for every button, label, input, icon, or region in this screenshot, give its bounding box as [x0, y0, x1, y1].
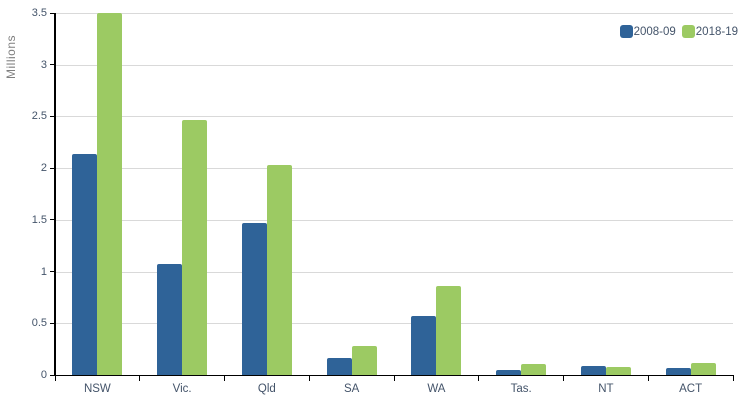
gridline-2 — [55, 168, 733, 170]
bar-Tas.-2008-09 — [496, 369, 522, 375]
x-tick-0 — [54, 375, 56, 381]
y-tick-1.5 — [50, 219, 55, 221]
x-axis-label-ACT: ACT — [679, 383, 703, 395]
gridline-1.5 — [55, 219, 733, 221]
x-tick-2 — [224, 375, 225, 381]
x-tick-5 — [478, 375, 480, 381]
gridline-1 — [55, 271, 733, 273]
x-axis-label-Vic.: Vic. — [172, 383, 192, 395]
bar-WA-2018-19 — [436, 286, 462, 375]
y-tick-label-0.5: 0.5 — [31, 317, 47, 330]
y-tick-3 — [50, 64, 55, 66]
x-axis-label-WA: WA — [427, 383, 446, 395]
bar-SA-2018-19 — [351, 346, 377, 375]
x-axis-line — [55, 374, 733, 376]
bar-Qld-2008-09 — [241, 222, 267, 375]
x-tick-7 — [647, 375, 649, 381]
x-axis-label-Qld: Qld — [257, 383, 276, 395]
x-tick-1 — [139, 375, 141, 381]
y-tick-label-3.5: 3.5 — [31, 7, 47, 19]
bar-Qld-2018-19 — [266, 165, 292, 375]
bar-NSW-2018-19 — [97, 13, 123, 375]
x-axis-label-NT: NT — [598, 383, 614, 395]
legend: 2008-09 2018-19 — [619, 25, 738, 38]
x-tick-8 — [732, 375, 734, 381]
bar-Vic.-2008-09 — [157, 264, 183, 375]
x-tick-4 — [393, 375, 395, 381]
gridline-2.5 — [55, 116, 733, 118]
bar-ACT-2018-19 — [690, 362, 716, 375]
y-axis-title: Millions — [4, 34, 18, 80]
bar-WA-2008-09 — [411, 316, 437, 375]
gridline-3.5 — [55, 13, 733, 14]
y-tick-0.5 — [50, 322, 55, 324]
x-axis-label-Tas.: Tas. — [510, 383, 532, 395]
bar-SA-2008-09 — [326, 358, 352, 375]
y-tick-3.5 — [50, 12, 55, 14]
y-tick-2 — [50, 167, 55, 169]
x-axis-label-NSW: NSW — [83, 383, 111, 395]
y-tick-0 — [50, 374, 55, 376]
bar-NT-2018-19 — [605, 366, 631, 375]
bar-Tas.-2018-19 — [521, 363, 547, 375]
legend-swatch-2008-09 — [619, 25, 633, 38]
legend-label-2008-09: 2008-09 — [633, 25, 676, 38]
y-tick-1 — [50, 271, 55, 273]
legend-label-2018-19: 2018-19 — [695, 25, 738, 38]
x-tick-3 — [308, 375, 310, 381]
legend-item-2018-19: 2018-19 — [681, 25, 738, 38]
gridline-0.5 — [55, 323, 733, 325]
y-tick-label-1: 1 — [40, 265, 47, 278]
y-tick-label-2: 2 — [40, 162, 47, 175]
x-tick-6 — [563, 375, 564, 381]
legend-swatch-2018-19 — [681, 25, 695, 38]
bar-ACT-2008-09 — [665, 367, 691, 375]
gridline-3 — [55, 64, 733, 66]
y-tick-label-3: 3 — [40, 58, 47, 71]
bar-Vic.-2018-19 — [182, 119, 208, 375]
bar-NT-2008-09 — [580, 365, 606, 375]
legend-item-2008-09: 2008-09 — [619, 25, 676, 38]
y-axis-line — [54, 13, 56, 376]
y-tick-label-2.5: 2.5 — [31, 110, 47, 123]
bar-NSW-2008-09 — [72, 153, 98, 375]
y-tick-label-0: 0 — [40, 369, 47, 381]
y-tick-2.5 — [50, 115, 55, 117]
x-axis-label-SA: SA — [343, 383, 360, 395]
y-tick-label-1.5: 1.5 — [31, 213, 47, 226]
